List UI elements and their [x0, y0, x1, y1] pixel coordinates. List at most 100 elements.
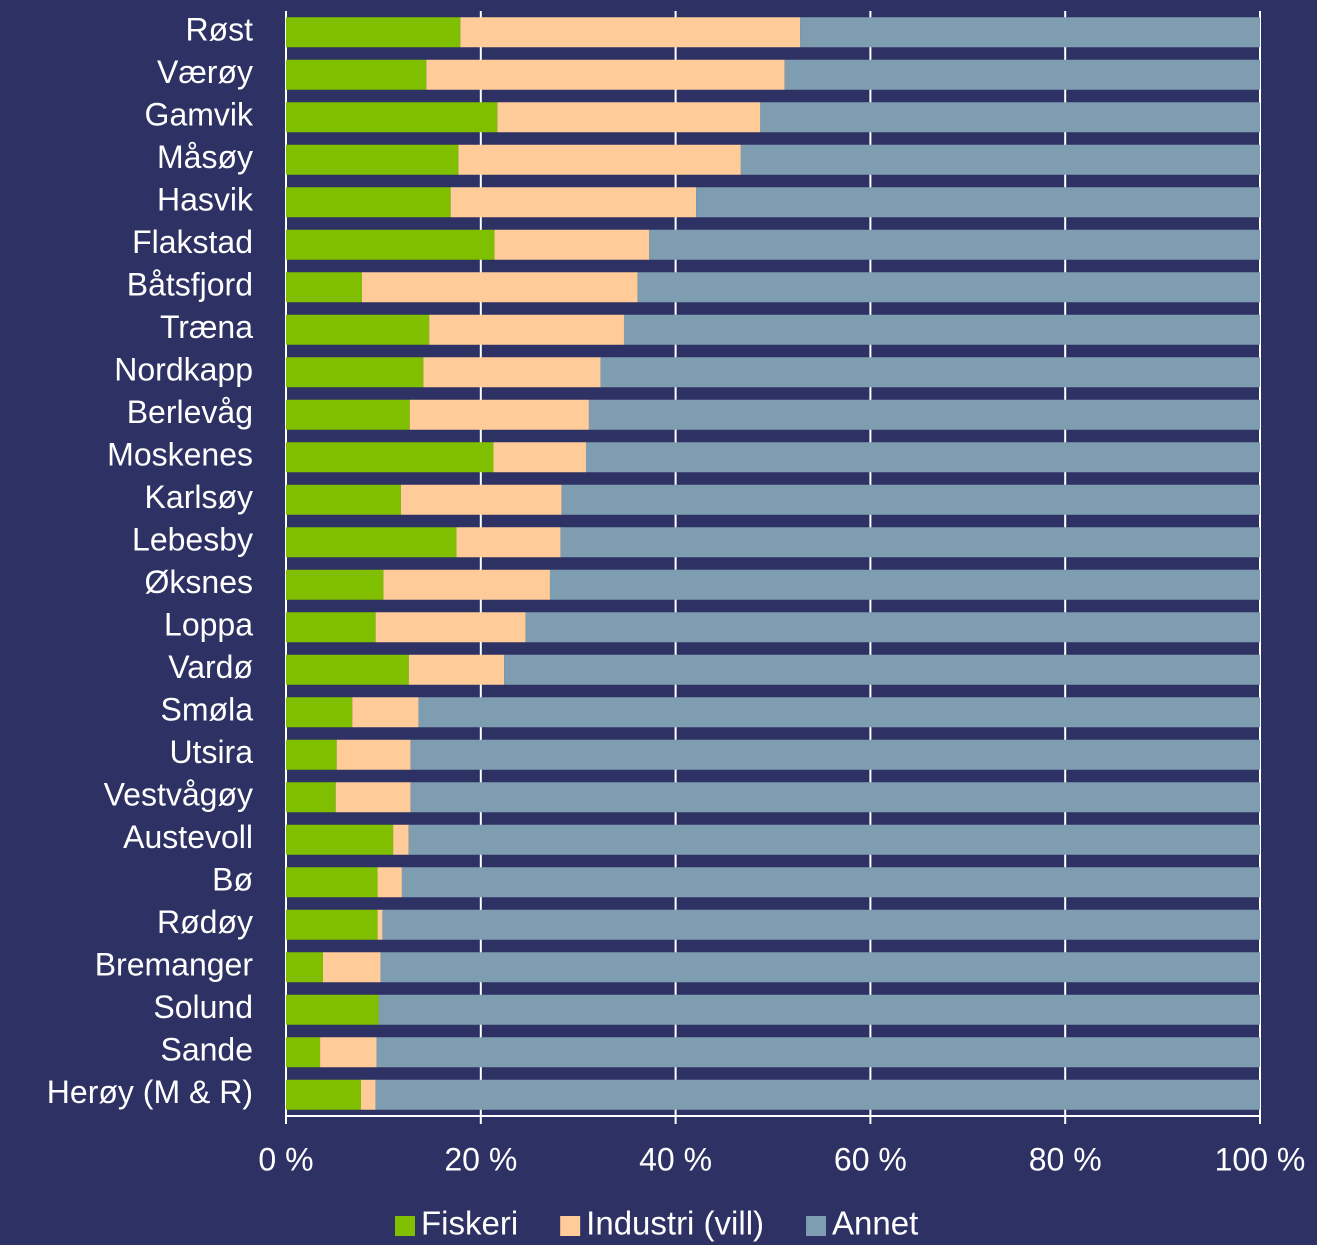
bar-segment: [408, 654, 505, 685]
bar-segment: [623, 314, 1260, 345]
y-tick-label: Gamvik: [145, 97, 254, 133]
bar-segment: [286, 739, 337, 770]
y-tick-label: Moskenes: [107, 437, 253, 473]
legend-swatch: [806, 1216, 827, 1236]
y-tick-label: Lebesby: [132, 522, 253, 558]
y-tick-label: Herøy (M & R): [47, 1074, 253, 1110]
legend-label: Industri (vill): [586, 1205, 764, 1242]
bar-segment: [286, 484, 401, 515]
y-tick-label: Båtsfjord: [127, 267, 253, 303]
bar-segment: [409, 399, 589, 430]
bar-segment: [561, 484, 1260, 515]
bar-segment: [377, 909, 383, 940]
bar-segment: [286, 527, 457, 558]
bar-segment: [286, 17, 461, 48]
y-tick-label: Utsira: [169, 734, 253, 770]
bar-segment: [450, 187, 697, 218]
bar-segment: [378, 994, 1260, 1025]
bar-segment: [286, 399, 410, 430]
bar-segment: [760, 102, 1260, 133]
bar-segment: [286, 824, 394, 855]
bar-segment: [649, 229, 1260, 260]
y-tick-label: Rødøy: [157, 904, 253, 940]
y-tick-label: Flakstad: [132, 224, 253, 260]
bar-segment: [423, 357, 601, 388]
bar-segment: [286, 442, 494, 473]
bar-segment: [408, 824, 1260, 855]
bar-segment: [286, 952, 324, 983]
x-tick-label: 20 %: [444, 1141, 517, 1177]
bar-segment: [286, 782, 336, 813]
bar-segment: [393, 824, 409, 855]
legend-label: Annet: [832, 1205, 918, 1242]
bar-segment: [286, 612, 376, 643]
y-tick-label: Smøla: [161, 692, 254, 728]
bar-segment: [286, 229, 495, 260]
bar-segment: [637, 272, 1260, 303]
bar-segment: [286, 909, 378, 940]
bar-segment: [460, 17, 801, 48]
bar-segment: [286, 102, 498, 133]
bar-segment: [560, 527, 1260, 558]
bar-segment: [383, 569, 550, 600]
bar-segment: [286, 697, 353, 728]
bar-segment: [286, 994, 379, 1025]
y-tick-label: Bø: [212, 862, 253, 898]
y-tick-label: Nordkapp: [114, 352, 253, 388]
y-tick-label: Hasvik: [157, 182, 254, 218]
bar-segment: [410, 739, 1260, 770]
y-tick-label: Værøy: [157, 54, 253, 90]
x-tick-label: 60 %: [834, 1141, 907, 1177]
x-tick-label: 40 %: [639, 1141, 712, 1177]
bar-segment: [286, 654, 409, 685]
y-tick-label: Vardø: [168, 649, 253, 685]
bar-segment: [286, 314, 430, 345]
bar-segment: [361, 272, 638, 303]
bar-segment: [286, 59, 427, 90]
bar-segment: [497, 102, 761, 133]
bar-segment: [286, 357, 424, 388]
bar-segment: [335, 782, 411, 813]
bar-segment: [585, 442, 1260, 473]
y-tick-label: Vestvågøy: [104, 777, 253, 813]
y-tick-label: Træna: [160, 309, 253, 345]
bar-segment: [375, 1079, 1260, 1110]
bar-segment: [426, 59, 785, 90]
y-tick-label: Bremanger: [95, 947, 254, 983]
bar-segment: [382, 909, 1260, 940]
bar-segment: [286, 1079, 361, 1110]
y-tick-label: Solund: [153, 989, 253, 1025]
bar-segment: [360, 1079, 376, 1110]
bar-segment: [286, 272, 362, 303]
bar-segment: [493, 442, 586, 473]
legend-label: Fiskeri: [421, 1205, 518, 1242]
bar-segment: [376, 1037, 1260, 1068]
bar-segment: [549, 569, 1260, 600]
bar-segment: [286, 1037, 321, 1068]
y-tick-label: Austevoll: [123, 819, 253, 855]
y-tick-label: Måsøy: [157, 139, 253, 175]
bar-segment: [429, 314, 624, 345]
bar-segment: [504, 654, 1260, 685]
y-tick-label: Karlsøy: [145, 479, 253, 515]
bar-segment: [336, 739, 411, 770]
bar-segment: [800, 17, 1260, 48]
bar-segment: [286, 144, 459, 175]
bar-segment: [401, 867, 1260, 898]
bar-segment: [525, 612, 1260, 643]
y-tick-label: Sande: [160, 1032, 253, 1068]
bar-segment: [784, 59, 1260, 90]
bar-segment: [740, 144, 1260, 175]
bar-segment: [400, 484, 562, 515]
x-tick-label: 80 %: [1029, 1141, 1102, 1177]
y-tick-label: Øksnes: [145, 564, 253, 600]
bar-segment: [494, 229, 650, 260]
bar-segment: [323, 952, 381, 983]
bar-segment: [377, 867, 402, 898]
bar-segment: [352, 697, 419, 728]
y-tick-label: Røst: [185, 12, 253, 48]
legend-swatch: [560, 1216, 581, 1236]
bar-segment: [320, 1037, 377, 1068]
legend-swatch: [395, 1216, 415, 1236]
